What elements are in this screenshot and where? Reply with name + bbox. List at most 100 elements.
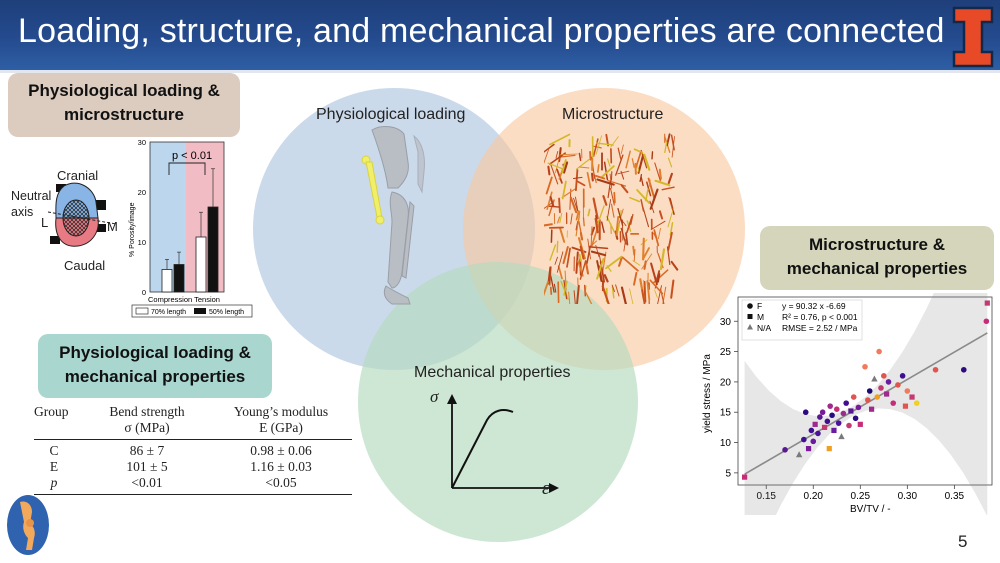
table-row: C 86 ± 7 0.98 ± 0.06: [34, 443, 352, 459]
table-subheader: E (GPa): [259, 420, 303, 435]
scatter-ylabel: yield stress / MPa: [702, 354, 713, 433]
slide-title: Loading, structure, and mechanical prope…: [18, 12, 945, 50]
scatter-point: [913, 400, 920, 406]
trabecula-strut: [643, 280, 647, 303]
scatter-point: [819, 409, 826, 416]
legend-NA: N/A: [757, 323, 772, 333]
trabecula-strut: [593, 145, 602, 149]
trabecula-strut: [579, 166, 590, 169]
table-subheader-row: σ (MPa) E (GPa): [34, 420, 352, 436]
trabecula-strut: [562, 246, 569, 265]
trabecula-strut: [591, 240, 598, 246]
box-microstructure-mechanical: Microstructure & mechanical properties: [760, 226, 994, 290]
x-tick-label: 0.30: [898, 491, 918, 502]
trabecula-strut: [586, 171, 592, 189]
trabecula-strut: [632, 260, 641, 266]
trabecula-strut: [578, 253, 582, 262]
box-loading-mechanical: Physiological loading & mechanical prope…: [38, 334, 272, 398]
epsilon-label: ε: [542, 478, 550, 499]
trabecula-strut: [579, 232, 584, 241]
knee-joint-logo-icon: [7, 495, 49, 555]
trabecula-strut: [587, 208, 591, 217]
trabecula-strut: [615, 284, 620, 297]
y-tick-label: 30: [720, 317, 732, 328]
porosity-p-label: p < 0.01: [172, 150, 212, 162]
trabecula-strut: [666, 246, 671, 266]
label-cranial: Cranial: [57, 168, 99, 183]
trabecula-strut: [613, 191, 616, 204]
y-tick-label: 15: [720, 408, 732, 419]
trabecula-strut: [546, 191, 553, 210]
trabecula-strut: [669, 222, 674, 236]
trabecula-strut: [671, 136, 675, 158]
table-header: Young’s modulus: [233, 404, 329, 419]
scatter-point: [815, 430, 821, 437]
trabecula-strut: [649, 279, 664, 295]
trabecula-strut: [657, 227, 661, 240]
x-tick-label: 0.35: [945, 491, 965, 502]
trabecula-strut: [656, 270, 661, 280]
trabecula-strut: [594, 174, 606, 180]
scatter-point: [895, 382, 901, 388]
trabecula-strut: [602, 195, 608, 206]
trabecula-strut: [659, 248, 666, 271]
trabecula-strut: [575, 251, 579, 274]
scatter-point: [878, 385, 884, 391]
trabecula-strut: [670, 260, 679, 271]
trabecula-strut: [620, 286, 627, 304]
trabecula-strut: [645, 188, 649, 202]
trabecula-strut: [568, 291, 571, 304]
trabecula-strut: [555, 151, 559, 159]
legend-marker-F: [747, 303, 753, 309]
table-subheader: [34, 420, 84, 436]
trabecula-strut: [558, 197, 561, 214]
trabecula-strut: [573, 290, 576, 304]
scatter-point: [802, 409, 809, 416]
trabecula-strut: [547, 165, 551, 176]
scatter-point: [909, 394, 915, 400]
table-row: p <0.01 <0.05: [34, 475, 352, 491]
porosity-ytick: 10: [138, 238, 146, 247]
scatter-point: [866, 388, 873, 394]
scatter-point: [838, 433, 845, 440]
trabecula-strut: [651, 151, 654, 160]
table-cell: <0.01: [131, 475, 163, 490]
scatter-point: [904, 388, 911, 394]
scatter-point: [881, 373, 887, 379]
trabecula-strut: [600, 221, 605, 234]
trabecula-strut: [575, 158, 590, 170]
box-microstructure-mechanical-line2: mechanical properties: [786, 259, 968, 278]
trabecula-strut: [633, 271, 638, 286]
scatter-point: [741, 474, 748, 480]
trabecula-strut: [544, 148, 550, 164]
fit-equation: y = 90.32 x -6.69: [782, 301, 846, 311]
trabecula-strut: [620, 170, 625, 180]
scatter-point: [829, 412, 835, 419]
y-tick-label: 10: [720, 438, 732, 449]
porosity-ytick: 20: [138, 188, 146, 197]
scatter-point: [852, 415, 859, 422]
trabecula-strut: [592, 197, 599, 220]
scatter-point: [801, 436, 807, 443]
trabecula-strut: [641, 289, 646, 304]
trabecula-strut: [588, 246, 609, 250]
trabecula-strut: [664, 141, 668, 154]
table-subheader: σ (MPa): [124, 420, 170, 435]
scatter-point: [827, 403, 833, 409]
trabecula-strut: [617, 147, 622, 161]
box-loading-microstructure: Physiological loading & microstructure: [8, 73, 240, 137]
trabecula-strut: [559, 153, 578, 156]
table-row: E 101 ± 5 1.16 ± 0.03: [34, 459, 352, 475]
trabecula-strut: [550, 275, 555, 293]
trabecula-strut: [549, 244, 557, 261]
trabecula-strut: [549, 195, 555, 208]
porosity-bar: [173, 264, 185, 293]
trabecula-strut: [563, 280, 568, 296]
legend-marker-M: [747, 314, 753, 319]
porosity-bar: [195, 236, 207, 293]
trabecula-strut: [589, 151, 592, 161]
scatter-point: [885, 379, 892, 385]
fit-rmse: RMSE = 2.52 / MPa: [782, 323, 858, 333]
trabecula-strut: [668, 196, 674, 211]
trabecula-strut: [570, 213, 573, 225]
